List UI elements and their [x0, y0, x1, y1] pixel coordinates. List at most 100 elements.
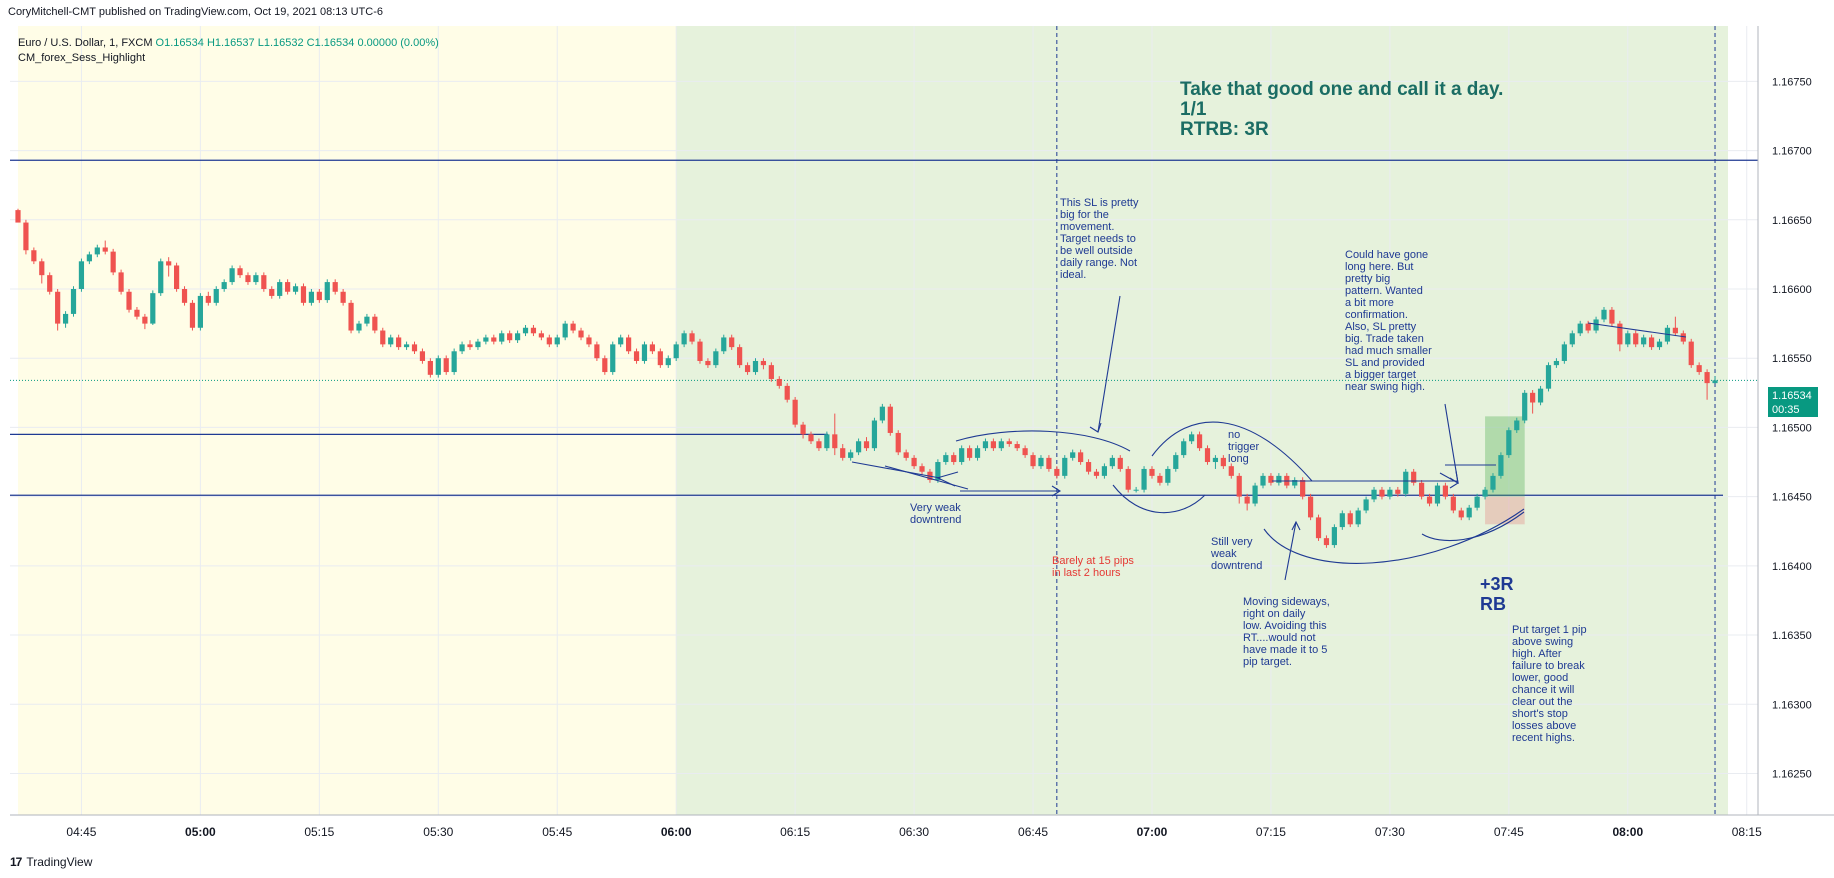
candle-body[interactable]: [1625, 333, 1631, 345]
annotation-result-sub[interactable]: RB: [1480, 594, 1506, 614]
candle-body[interactable]: [800, 424, 806, 435]
candle-body[interactable]: [618, 337, 624, 345]
candle-body[interactable]: [324, 282, 330, 301]
candle-body[interactable]: [641, 344, 648, 361]
candle-body[interactable]: [546, 337, 552, 345]
candle-body[interactable]: [261, 275, 267, 289]
candle-body[interactable]: [1498, 455, 1504, 476]
candle-body[interactable]: [1514, 420, 1520, 431]
candle-body[interactable]: [1553, 360, 1560, 366]
candle-body[interactable]: [848, 452, 854, 458]
candle-body[interactable]: [721, 337, 727, 352]
candle-body[interactable]: [871, 420, 878, 449]
candle-body[interactable]: [134, 309, 140, 317]
candle-body[interactable]: [1236, 475, 1242, 497]
candle-body[interactable]: [1355, 510, 1361, 525]
candle-body[interactable]: [332, 282, 338, 292]
candle-body[interactable]: [292, 286, 299, 292]
candle-body[interactable]: [78, 261, 85, 289]
annotation-could-have[interactable]: Could have gone long here. But pretty bi…: [1345, 249, 1432, 393]
annotation-put-target[interactable]: Put target 1 pip above swing high. After…: [1512, 624, 1587, 744]
arc-top-left[interactable]: [955, 430, 1131, 452]
candle-body[interactable]: [1648, 337, 1655, 348]
candle-body[interactable]: [1054, 468, 1060, 476]
candle-body[interactable]: [1038, 457, 1044, 467]
candle-body[interactable]: [705, 360, 711, 366]
candle-body[interactable]: [1030, 455, 1036, 467]
candle-body[interactable]: [967, 448, 973, 458]
trend-arrow-2[interactable]: [884, 465, 969, 490]
candle-body[interactable]: [768, 365, 774, 379]
candle-body[interactable]: [388, 337, 394, 345]
candle-body[interactable]: [760, 360, 767, 366]
candle-body[interactable]: [1085, 462, 1092, 472]
candle-body[interactable]: [205, 295, 211, 303]
candle-body[interactable]: [1117, 457, 1123, 469]
candle-body[interactable]: [31, 250, 37, 262]
candle-body[interactable]: [808, 434, 814, 442]
candle-body[interactable]: [1474, 496, 1480, 508]
candle-body[interactable]: [1688, 341, 1694, 366]
candle-body[interactable]: [1070, 452, 1076, 458]
candle-body[interactable]: [911, 457, 917, 467]
candle-body[interactable]: [1173, 455, 1179, 469]
arc-top-mid[interactable]: [1151, 421, 1313, 482]
candle-body[interactable]: [1450, 496, 1456, 511]
candle-body[interactable]: [879, 406, 885, 421]
candle-body[interactable]: [784, 385, 790, 400]
candle-body[interactable]: [285, 282, 291, 292]
candle-body[interactable]: [39, 261, 45, 276]
candle-body[interactable]: [348, 302, 354, 331]
candle-body[interactable]: [372, 316, 378, 331]
candle-body[interactable]: [578, 330, 584, 338]
candle-body[interactable]: [419, 351, 426, 361]
candle-body[interactable]: [1125, 468, 1131, 490]
candle-body[interactable]: [1363, 499, 1369, 511]
candle-body[interactable]: [1331, 527, 1337, 546]
candle-body[interactable]: [1490, 475, 1496, 490]
candle-body[interactable]: [1680, 333, 1686, 342]
annotation-sl-note[interactable]: This SL is pretty big for the movement. …: [1060, 197, 1139, 281]
candle-body[interactable]: [1244, 496, 1250, 504]
annotation-moving-sideways[interactable]: Moving sideways, right on daily low. Avo…: [1243, 596, 1330, 668]
candle-body[interactable]: [1204, 448, 1211, 463]
candle-body[interactable]: [840, 448, 846, 458]
candle-body[interactable]: [94, 247, 100, 255]
symbol-legend[interactable]: Euro / U.S. Dollar, 1, FXCM O1.16534 H1.…: [18, 35, 439, 52]
candle-body[interactable]: [277, 282, 283, 296]
candle-body[interactable]: [729, 337, 735, 348]
candle-body[interactable]: [1434, 485, 1441, 504]
candle-body[interactable]: [1419, 482, 1425, 497]
candle-body[interactable]: [1577, 323, 1583, 334]
annotation-no-trigger[interactable]: no trigger long: [1228, 429, 1260, 465]
main-annotation[interactable]: Take that good one and call it a day. 1/…: [1180, 79, 1504, 140]
candle-body[interactable]: [142, 316, 148, 324]
candle-body[interactable]: [1530, 392, 1536, 403]
candle-body[interactable]: [1411, 471, 1417, 483]
candle-body[interactable]: [1252, 485, 1258, 504]
candle-body[interactable]: [832, 434, 838, 449]
candle-body[interactable]: [1006, 441, 1012, 445]
candle-body[interactable]: [776, 378, 782, 386]
candle-body[interactable]: [229, 268, 235, 283]
candle-body[interactable]: [1133, 489, 1139, 491]
arc-bottom-right-inner[interactable]: [1421, 511, 1525, 542]
candle-body[interactable]: [308, 291, 315, 303]
candle-body[interactable]: [1617, 323, 1623, 345]
candle-body[interactable]: [1696, 365, 1702, 373]
candle-body[interactable]: [665, 358, 671, 366]
candle-body[interactable]: [1292, 480, 1298, 486]
trend-arrow-1-head-a[interactable]: [936, 471, 959, 479]
candle-body[interactable]: [1442, 485, 1448, 497]
candle-body[interactable]: [816, 441, 822, 449]
candle-body[interactable]: [792, 399, 798, 425]
candle-body[interactable]: [530, 327, 537, 334]
candle-body[interactable]: [1189, 434, 1195, 442]
candle-body[interactable]: [554, 337, 560, 345]
candle-body[interactable]: [887, 406, 893, 433]
candle-body[interactable]: [269, 289, 275, 296]
candle-body[interactable]: [15, 210, 21, 223]
candle-body[interactable]: [863, 441, 870, 449]
candle-body[interactable]: [1656, 341, 1663, 348]
candle-body[interactable]: [657, 351, 663, 366]
